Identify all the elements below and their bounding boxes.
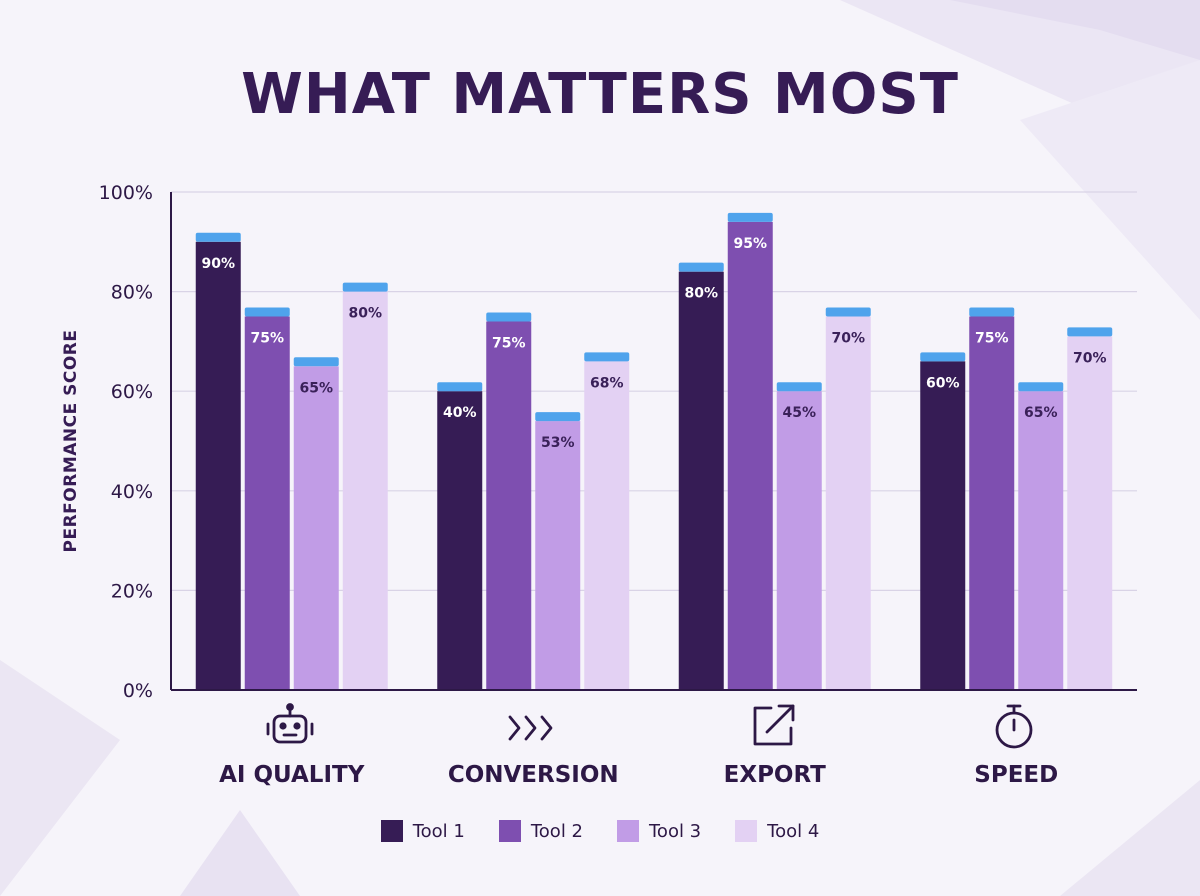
y-tick-label: 100% (99, 182, 153, 204)
data-label: 60% (926, 375, 960, 391)
bar (195, 241, 241, 691)
bar-cap (244, 307, 290, 317)
data-label: 80% (684, 286, 718, 302)
bar (920, 361, 966, 690)
data-label: 65% (299, 380, 333, 396)
bar-cap (825, 307, 871, 317)
bar (776, 391, 822, 690)
y-tick-label: 60% (111, 381, 153, 403)
chevrons-right-icon (508, 715, 553, 741)
bar (1018, 391, 1064, 690)
bar (1067, 336, 1113, 690)
data-label: 90% (201, 256, 235, 272)
bar (437, 391, 483, 690)
bar (244, 316, 290, 690)
bar (584, 361, 630, 690)
legend-swatch (380, 820, 403, 842)
legend-label: Tool 1 (412, 820, 465, 842)
data-label: 95% (733, 236, 767, 252)
bar (293, 366, 339, 690)
bar (969, 316, 1015, 690)
data-label: 68% (590, 375, 624, 391)
legend-item: Tool 1 (380, 820, 465, 842)
data-label: 70% (831, 331, 865, 347)
legend-swatch (735, 820, 758, 842)
bar-cap (1067, 327, 1113, 337)
category-label: CONVERSION (448, 762, 619, 788)
bar-cap (969, 307, 1015, 317)
bar-cap (342, 282, 388, 292)
bar (825, 316, 871, 690)
legend-label: Tool 3 (649, 820, 702, 842)
bar (678, 271, 724, 690)
data-label: 65% (1024, 405, 1058, 421)
robot-icon (266, 703, 314, 744)
category-label: EXPORT (724, 762, 827, 788)
data-labels: 90% 75% 65% 80% 40% 75% 53% 68% 80% 95% 45% 70% 60% 7… (201, 236, 1106, 451)
y-tick-label: 80% (111, 282, 153, 304)
legend-item: Tool 4 (735, 820, 819, 842)
y-tick-labels: 0% 20% 40% 60% 80% 100% (99, 182, 153, 702)
y-tick-label: 20% (111, 580, 153, 602)
legend: Tool 1 Tool 2 Tool 3 Tool 4 (0, 820, 1200, 842)
bar-cap (920, 352, 966, 362)
legend-swatch (617, 820, 639, 842)
stopwatch-icon (995, 704, 1033, 749)
data-label: 75% (250, 331, 284, 347)
chart-title: WHAT MATTERS MOST (241, 62, 959, 127)
category-labels: AI QUALITY CONVERSION EXPORT SPEED (219, 762, 1058, 788)
data-label: 75% (492, 335, 526, 351)
y-tick-label: 40% (111, 481, 153, 503)
bar (486, 321, 532, 690)
data-label: 80% (348, 306, 382, 322)
bar-cap (293, 357, 339, 367)
data-label: 53% (541, 435, 575, 451)
category-label: AI QUALITY (219, 762, 365, 788)
bar-cap (776, 382, 822, 392)
legend-label: Tool 4 (767, 820, 820, 842)
data-label: 40% (443, 405, 477, 421)
data-label: 70% (1073, 350, 1107, 366)
category-label: SPEED (974, 762, 1058, 788)
bar-cap (486, 312, 532, 322)
bar (535, 421, 581, 690)
y-tick-label: 0% (123, 680, 153, 702)
bar-cap (1018, 382, 1064, 392)
bar-cap (535, 412, 581, 422)
bar-cap (678, 262, 724, 272)
data-label: 45% (782, 405, 816, 421)
legend-label: Tool 2 (530, 820, 583, 842)
bar-cap (437, 382, 483, 392)
bar (342, 291, 388, 690)
bar-cap (584, 352, 630, 362)
legend-item: Tool 2 (498, 820, 583, 842)
bars (195, 212, 1113, 691)
external-link-icon (753, 704, 795, 746)
y-axis-label: PERFORMANCE SCORE (61, 329, 81, 552)
bar-cap (195, 232, 241, 242)
data-label: 75% (975, 331, 1009, 347)
axis (170, 192, 1137, 691)
bar (727, 221, 773, 690)
legend-item: Tool 3 (617, 820, 701, 842)
legend-swatch (498, 820, 521, 842)
bar-cap (727, 212, 773, 222)
